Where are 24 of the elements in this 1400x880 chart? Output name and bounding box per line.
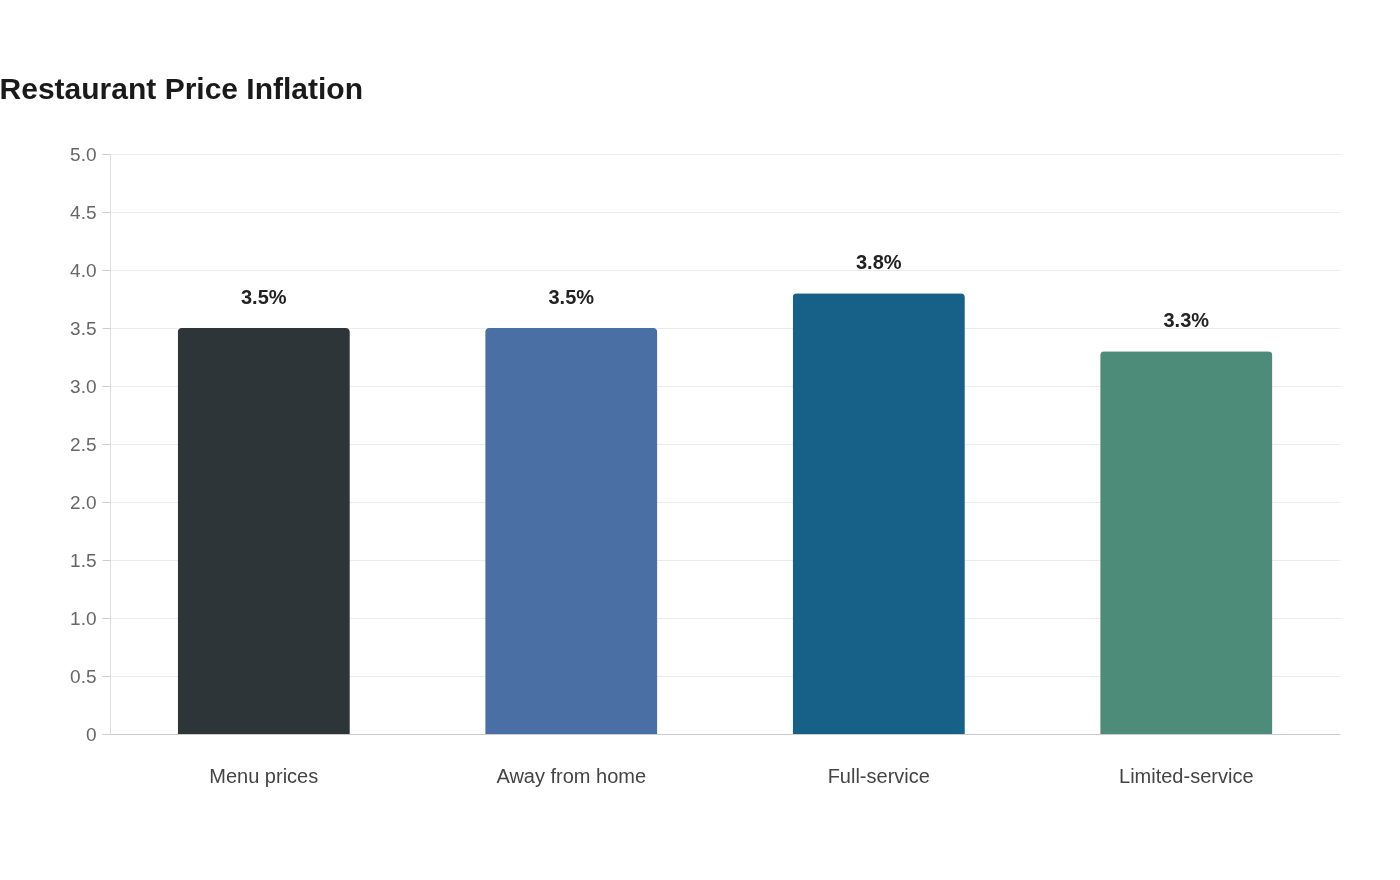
x-tick-label: Full-service xyxy=(827,764,930,787)
y-tick-label: 2.5 xyxy=(70,433,97,455)
y-tick-label: 1.0 xyxy=(70,607,97,629)
bar xyxy=(177,328,350,734)
y-tick-label: 0.5 xyxy=(70,665,97,687)
x-tick-label: Limited-service xyxy=(1119,764,1254,787)
x-tick-label: Menu prices xyxy=(209,764,319,787)
data-label: 3.5% xyxy=(548,286,595,308)
y-tick-label: 3.0 xyxy=(70,375,97,397)
bar xyxy=(1100,351,1273,734)
y-tick-label: 3.5 xyxy=(70,317,97,339)
data-label: 3.8% xyxy=(855,251,902,274)
y-tick-label: 5.0 xyxy=(70,143,97,165)
data-label: 3.3% xyxy=(1163,309,1210,332)
bar xyxy=(792,293,965,734)
y-tick-label: 4.0 xyxy=(70,259,97,281)
data-label: 3.5% xyxy=(240,286,287,308)
y-tick-label: 2.0 xyxy=(70,491,97,513)
y-tick-label: 0 xyxy=(85,723,97,745)
bar xyxy=(485,328,658,734)
x-tick-label: Away from home xyxy=(496,764,647,787)
y-tick-label: 1.5 xyxy=(70,549,97,571)
chart-title: Restaurant Price Inflation xyxy=(0,72,364,105)
y-tick-label: 4.5 xyxy=(70,201,97,223)
